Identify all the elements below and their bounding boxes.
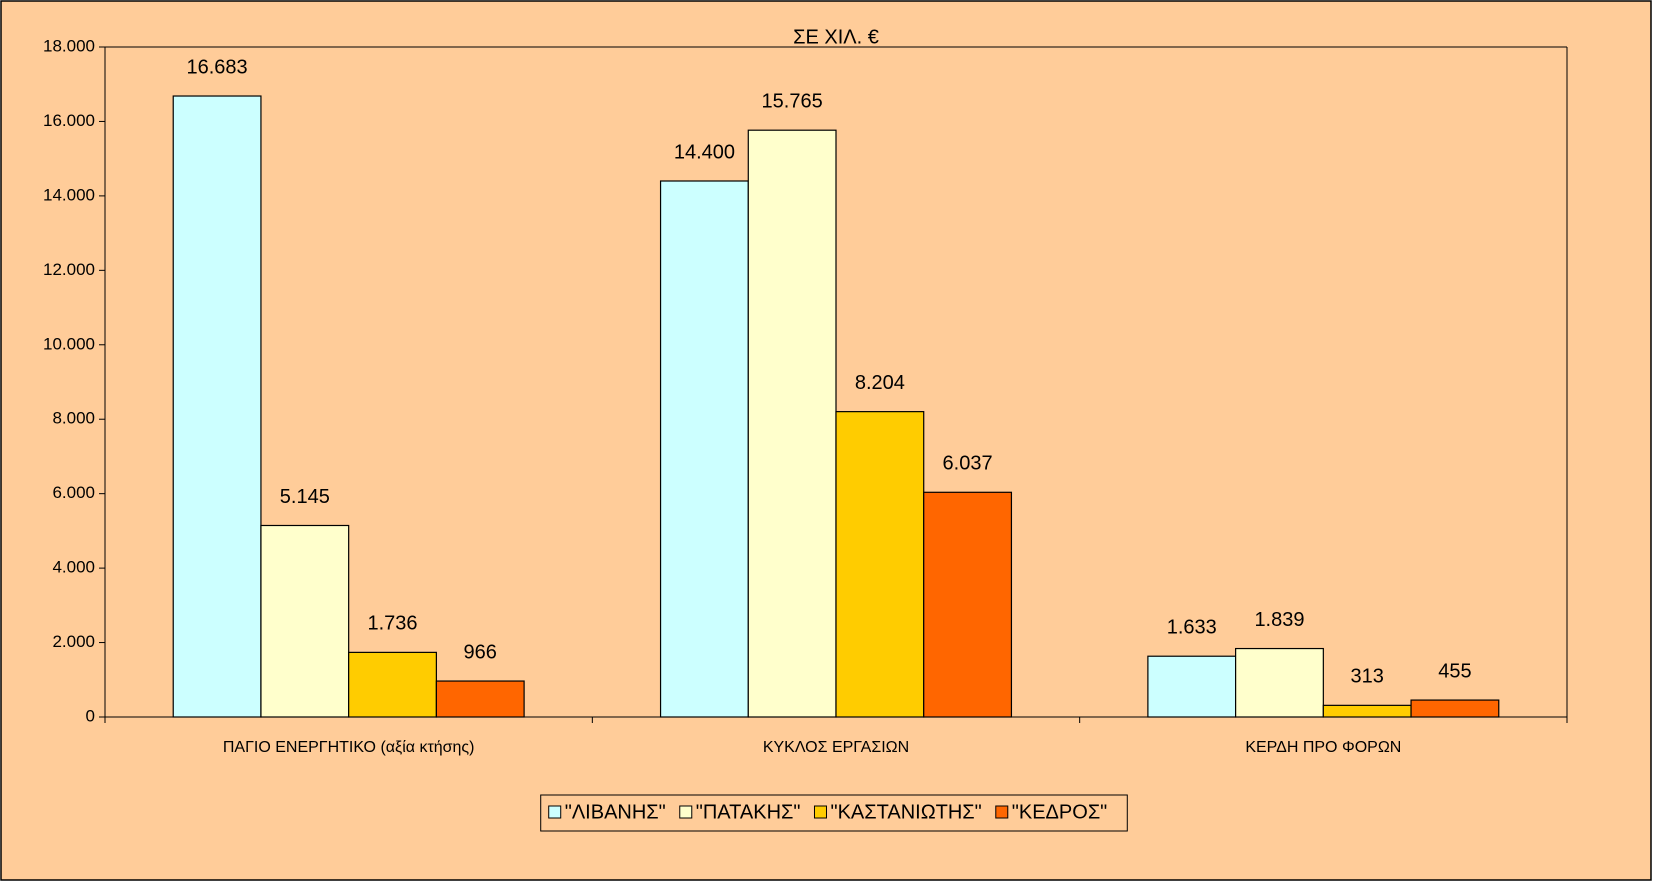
bar — [747, 129, 837, 718]
chart-title: ΣΕ ΧΙΛ. € — [793, 26, 879, 48]
data-label: 1.839 — [1254, 609, 1304, 631]
y-tick-label: 6.000 — [52, 483, 95, 502]
x-tick-label: ΚΥΚΛΟΣ ΕΡΓΑΣΙΩΝ — [763, 739, 909, 756]
bar — [659, 180, 749, 718]
y-tick-label: 18.000 — [43, 36, 95, 55]
y-tick-label: 10.000 — [43, 334, 95, 353]
y-tick-label: 8.000 — [52, 409, 95, 428]
bar — [435, 680, 525, 718]
bar — [835, 411, 925, 718]
bar — [1410, 699, 1500, 718]
y-tick-label: 16.000 — [43, 111, 95, 130]
legend-label: "ΚΑΣΤΑΝΙΩΤΗΣ" — [830, 801, 981, 823]
legend-marker — [548, 805, 562, 819]
y-tick-label: 0 — [86, 706, 95, 725]
y-tick-label: 4.000 — [52, 558, 95, 577]
data-label: 5.145 — [280, 486, 330, 508]
legend-marker — [679, 805, 693, 819]
legend-marker — [995, 805, 1009, 819]
data-label: 8.204 — [855, 372, 905, 394]
data-label: 1.736 — [367, 613, 417, 635]
bar — [923, 491, 1013, 718]
bar — [172, 95, 262, 718]
data-label: 1.633 — [1167, 616, 1217, 638]
x-tick-label: ΠΑΓΙΟ ΕΝΕΡΓΗΤΙΚΟ (αξία κτήσης) — [223, 739, 475, 756]
data-label: 15.765 — [762, 90, 823, 112]
bar — [1322, 704, 1412, 718]
data-label: 966 — [464, 641, 497, 663]
x-tick-label: ΚΕΡΔΗ ΠΡΟ ΦΟΡΩΝ — [1245, 739, 1401, 756]
legend-marker — [813, 805, 827, 819]
legend-label: "ΛΙΒΑΝΗΣ" — [565, 801, 666, 823]
legend-box — [540, 794, 1128, 832]
legend-label: "ΠΑΤΑΚΗΣ" — [696, 801, 801, 823]
bar — [348, 651, 437, 718]
bar — [1147, 655, 1237, 718]
y-tick-label: 14.000 — [43, 185, 95, 204]
y-tick-label: 12.000 — [43, 260, 95, 279]
bar — [1235, 647, 1324, 718]
y-tick-label: 2.000 — [52, 632, 95, 651]
data-label: 455 — [1438, 660, 1471, 682]
bar — [260, 524, 350, 718]
data-label: 16.683 — [187, 56, 248, 78]
data-label: 14.400 — [674, 141, 735, 163]
data-label: 6.037 — [943, 453, 993, 475]
data-label: 313 — [1351, 666, 1384, 688]
legend-label: "ΚΕΔΡΟΣ" — [1012, 801, 1108, 823]
